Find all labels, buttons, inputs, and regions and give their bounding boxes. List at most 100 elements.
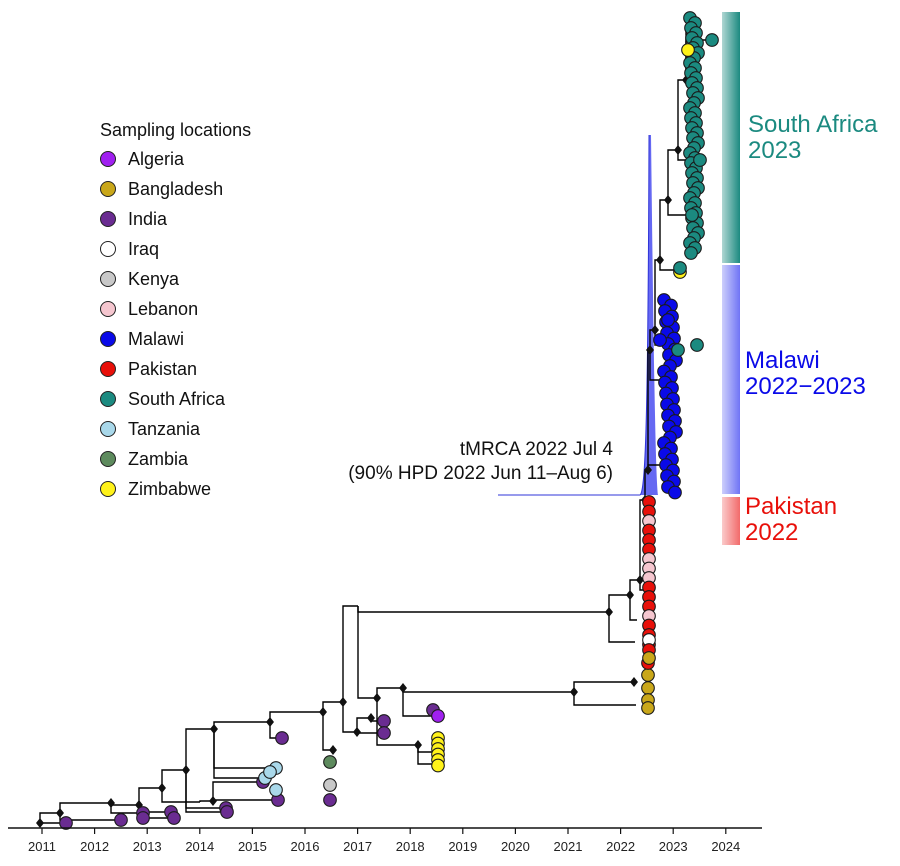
x-axis-tick-label: 2020 [501,839,530,854]
clade-label-line-1: Malawi [745,347,820,374]
tree-branch [213,721,270,729]
tmrca-hpd-density [498,134,658,496]
tree-branch [59,802,111,813]
internal-node-marker [644,465,652,475]
tree-branch [199,800,213,802]
tree-branch [39,812,60,823]
tree-branch [161,769,186,788]
clade-label-line-1: South Africa [748,111,878,138]
legend-item-algeria: Algeria [100,144,251,174]
clade-label-malawi: Malawi 2022−2023 [745,348,866,400]
legend-item-bangladesh: Bangladesh [100,174,251,204]
internal-node-marker [107,798,115,808]
legend-label: Algeria [128,148,185,169]
tip-south-africa [684,246,698,260]
tree-branch [185,770,227,813]
tip-india [377,714,391,728]
tip-south-africa [690,338,704,352]
tree-branch [573,681,634,692]
x-axis-tick-label: 2012 [80,839,109,854]
tree-branch [138,787,162,805]
tmrca-line-1: tMRCA 2022 Jul 4 [459,439,613,460]
legend-swatch [100,211,116,227]
clade-label-line-2: 2022 [745,519,799,546]
legend-title: Sampling locations [100,120,252,140]
legend: Sampling locations Algeria Bangladesh Indi… [100,120,251,504]
legend-item-india: India [100,204,251,234]
clade-bar-malawi [722,265,740,494]
x-axis-tick-label: 2019 [448,839,477,854]
legend-swatch [100,451,116,467]
internal-node-marker [399,683,407,693]
legend-label: South Africa [128,388,226,409]
tree-branch [342,605,358,702]
legend-swatch [100,241,116,257]
legend-label: India [128,208,168,229]
tree-branch [269,711,323,722]
legend-label: Malawi [128,328,185,349]
x-axis-tick-label: 2015 [238,839,267,854]
clade-bar-pakistan [722,497,740,545]
internal-node-marker [36,818,44,828]
legend-item-lebanon: Lebanon [100,294,251,324]
tree-branch [185,728,214,770]
legend-label: Zimbabwe [128,478,212,499]
tree-branch [402,688,574,693]
internal-node-marker [329,745,337,755]
internal-node-marker [656,255,664,265]
tree-branch [376,698,418,746]
clade-label-line-2: 2022−2023 [745,373,866,400]
legend-swatch [100,361,116,377]
tmrca-annotation: tMRCA 2022 Jul 4 (90% HPD 2022 Jun 11–Au… [318,438,613,486]
tip-india [114,813,128,827]
x-axis-tick-label: 2023 [659,839,688,854]
tree-branch [161,788,200,803]
tree-branch [213,729,276,769]
tree-branch [322,701,343,712]
internal-node-marker [674,145,682,155]
internal-node-marker [56,808,64,818]
legend-item-malawi: Malawi [100,324,251,354]
legend-item-zimbabwe: Zimbabwe [100,474,251,504]
tip-south-africa [693,153,707,167]
tree-branch [654,259,660,330]
tree-branch [342,702,357,733]
legend-item-tanzania: Tanzania [100,414,251,444]
tip-algeria [431,709,445,723]
tip-malawi [661,313,675,327]
internal-node-marker [630,677,638,687]
tree-branch [213,729,265,779]
tip-south-africa [685,208,699,222]
legend-swatch [100,481,116,497]
tip-zambia [323,755,337,769]
legend-label: Tanzania [128,418,201,439]
legend-swatch [100,391,116,407]
tip-malawi [668,485,682,500]
legend-item-kenya: Kenya [100,264,251,294]
legend-swatch [100,331,116,347]
tree-branch [402,688,435,717]
hpd-density-edge [498,134,650,496]
internal-node-marker [209,796,217,806]
tip-india [323,793,337,807]
internal-node-marker [646,345,654,355]
legend-swatch [100,301,116,317]
tree-branch [629,595,637,621]
internal-node-marker [373,693,381,703]
clade-label-line-1: Pakistan [745,493,838,520]
clade-label-south-africa: South Africa 2023 [748,112,877,164]
x-axis-tick-label: 2024 [711,839,740,854]
internal-node-marker [210,724,218,734]
legend-label: Bangladesh [128,178,224,199]
legend-item-iraq: Iraq [100,234,251,264]
legend-item-south-africa: South Africa [100,384,251,414]
internal-node-marker [353,727,361,737]
clade-label-line-2: 2023 [748,137,802,164]
tip-india [377,726,391,740]
legend-label: Lebanon [128,298,199,319]
x-axis-tick-label: 2016 [291,839,320,854]
tree-branch [357,606,609,613]
clade-label-pakistan: Pakistan 2022 [745,494,837,546]
tree-branch [376,687,403,698]
internal-node-marker [664,195,672,205]
